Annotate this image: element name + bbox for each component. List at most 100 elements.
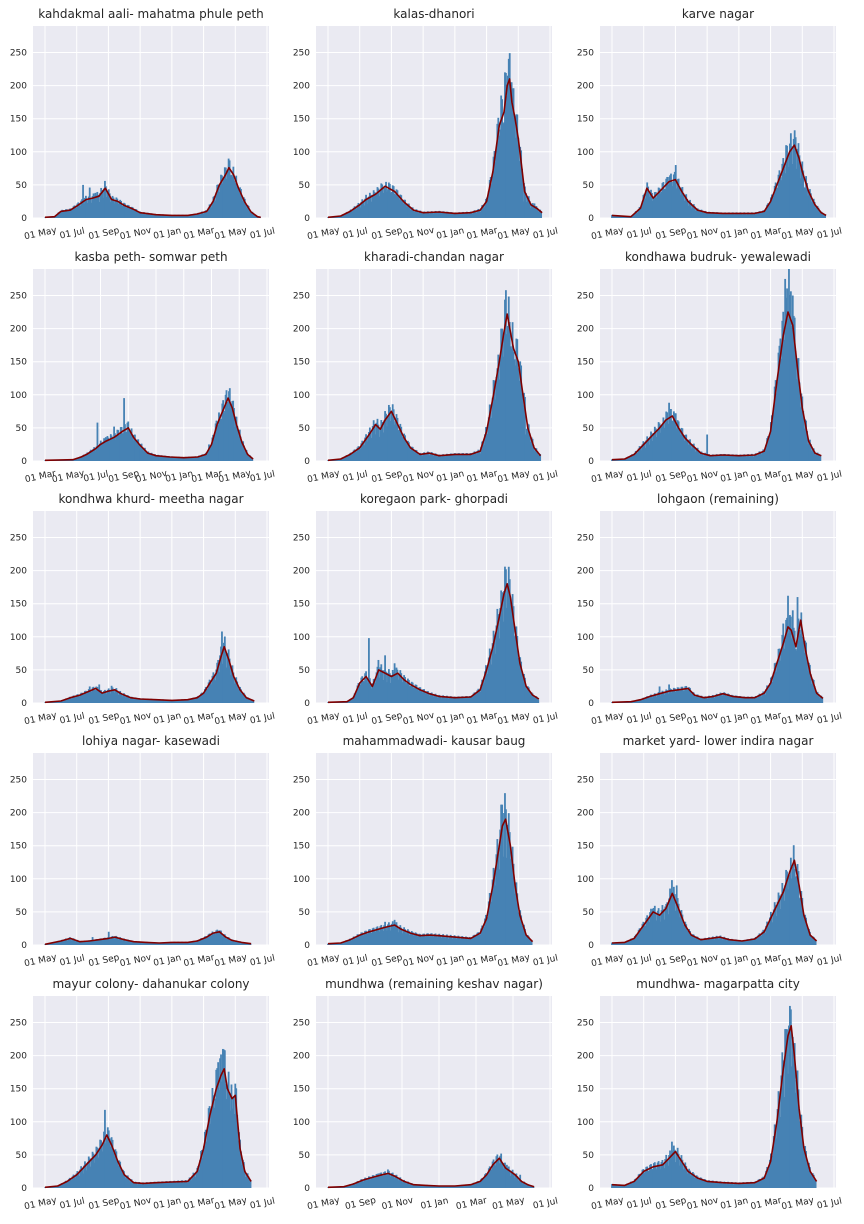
bar	[486, 199, 489, 218]
bar	[434, 453, 437, 461]
bar	[430, 1185, 433, 1188]
y-tick-label: 150	[293, 842, 310, 852]
bar	[121, 1173, 123, 1188]
bar	[386, 191, 388, 218]
bar	[756, 455, 759, 461]
bar	[420, 1185, 423, 1188]
bar	[335, 459, 338, 461]
bar	[77, 694, 80, 703]
bar	[428, 695, 431, 703]
bar	[645, 440, 648, 461]
bar	[85, 690, 87, 703]
bar	[138, 698, 141, 703]
bar	[240, 188, 242, 218]
bar	[387, 404, 390, 461]
bar	[672, 1145, 675, 1188]
bar	[639, 447, 642, 461]
bar	[807, 930, 809, 945]
bar	[772, 672, 775, 703]
bar	[347, 941, 349, 945]
bar	[757, 1179, 760, 1188]
bar	[446, 1186, 449, 1188]
bar	[516, 636, 519, 703]
bar	[232, 1097, 235, 1188]
bar	[616, 943, 619, 945]
bar	[123, 693, 125, 703]
bar	[665, 178, 668, 218]
bar	[622, 458, 625, 461]
bar	[353, 936, 356, 945]
bar	[693, 695, 696, 703]
bar	[445, 935, 447, 945]
bar	[692, 443, 695, 461]
bar	[451, 939, 454, 945]
bar	[707, 1180, 709, 1188]
bar	[47, 943, 50, 945]
bar	[368, 929, 370, 945]
bar	[472, 935, 475, 945]
bar	[688, 439, 690, 461]
bar	[435, 454, 438, 461]
bar	[482, 440, 484, 461]
x-tick-label: 01 Jan	[153, 711, 183, 727]
bar	[244, 697, 247, 703]
bar	[772, 1136, 775, 1188]
bar	[117, 203, 120, 218]
bar	[194, 1177, 197, 1188]
bar	[457, 935, 460, 945]
bar	[635, 1180, 638, 1188]
bar	[348, 455, 350, 461]
bar	[672, 687, 675, 703]
bar	[637, 448, 640, 461]
bar	[626, 940, 629, 945]
bar	[196, 213, 199, 218]
bar	[427, 1185, 430, 1188]
bar	[177, 214, 180, 218]
bar	[806, 657, 808, 703]
bar	[376, 926, 379, 945]
bar	[371, 683, 374, 703]
bar	[466, 1184, 468, 1188]
bar	[490, 184, 493, 218]
bar	[165, 1181, 168, 1188]
bar	[761, 1177, 764, 1188]
bar	[748, 940, 750, 945]
bar	[250, 211, 253, 218]
bar	[56, 1185, 59, 1188]
bar	[765, 1170, 768, 1188]
bar	[391, 404, 394, 461]
bar	[214, 680, 217, 703]
bar	[514, 365, 517, 461]
bar	[384, 188, 386, 218]
bar	[380, 183, 383, 218]
x-tick-label: 01 Jul	[59, 1197, 86, 1212]
bar	[417, 935, 420, 945]
bar	[524, 1182, 526, 1188]
y-tick-label: 250	[577, 291, 594, 301]
bar	[198, 1169, 201, 1188]
bar	[513, 1178, 516, 1188]
bar	[232, 166, 235, 218]
bar	[345, 940, 347, 945]
y-tick-label: 100	[293, 1118, 310, 1128]
bar	[370, 437, 373, 461]
bar	[646, 436, 649, 461]
bar	[539, 454, 542, 461]
bar	[475, 694, 478, 703]
bar	[617, 459, 620, 461]
bar	[521, 925, 523, 945]
x-tick-label: 01 Nov	[119, 711, 153, 728]
bar	[145, 1182, 148, 1188]
bar	[105, 197, 108, 218]
bar	[709, 938, 711, 945]
bar	[768, 205, 770, 218]
y-tick-label: 250	[293, 775, 310, 785]
bar	[789, 1005, 791, 1188]
bar	[117, 1165, 120, 1188]
bar	[113, 938, 116, 945]
bar	[471, 455, 474, 461]
bar	[711, 696, 713, 703]
bar	[370, 688, 373, 703]
bar	[674, 165, 677, 218]
bar	[144, 699, 146, 703]
